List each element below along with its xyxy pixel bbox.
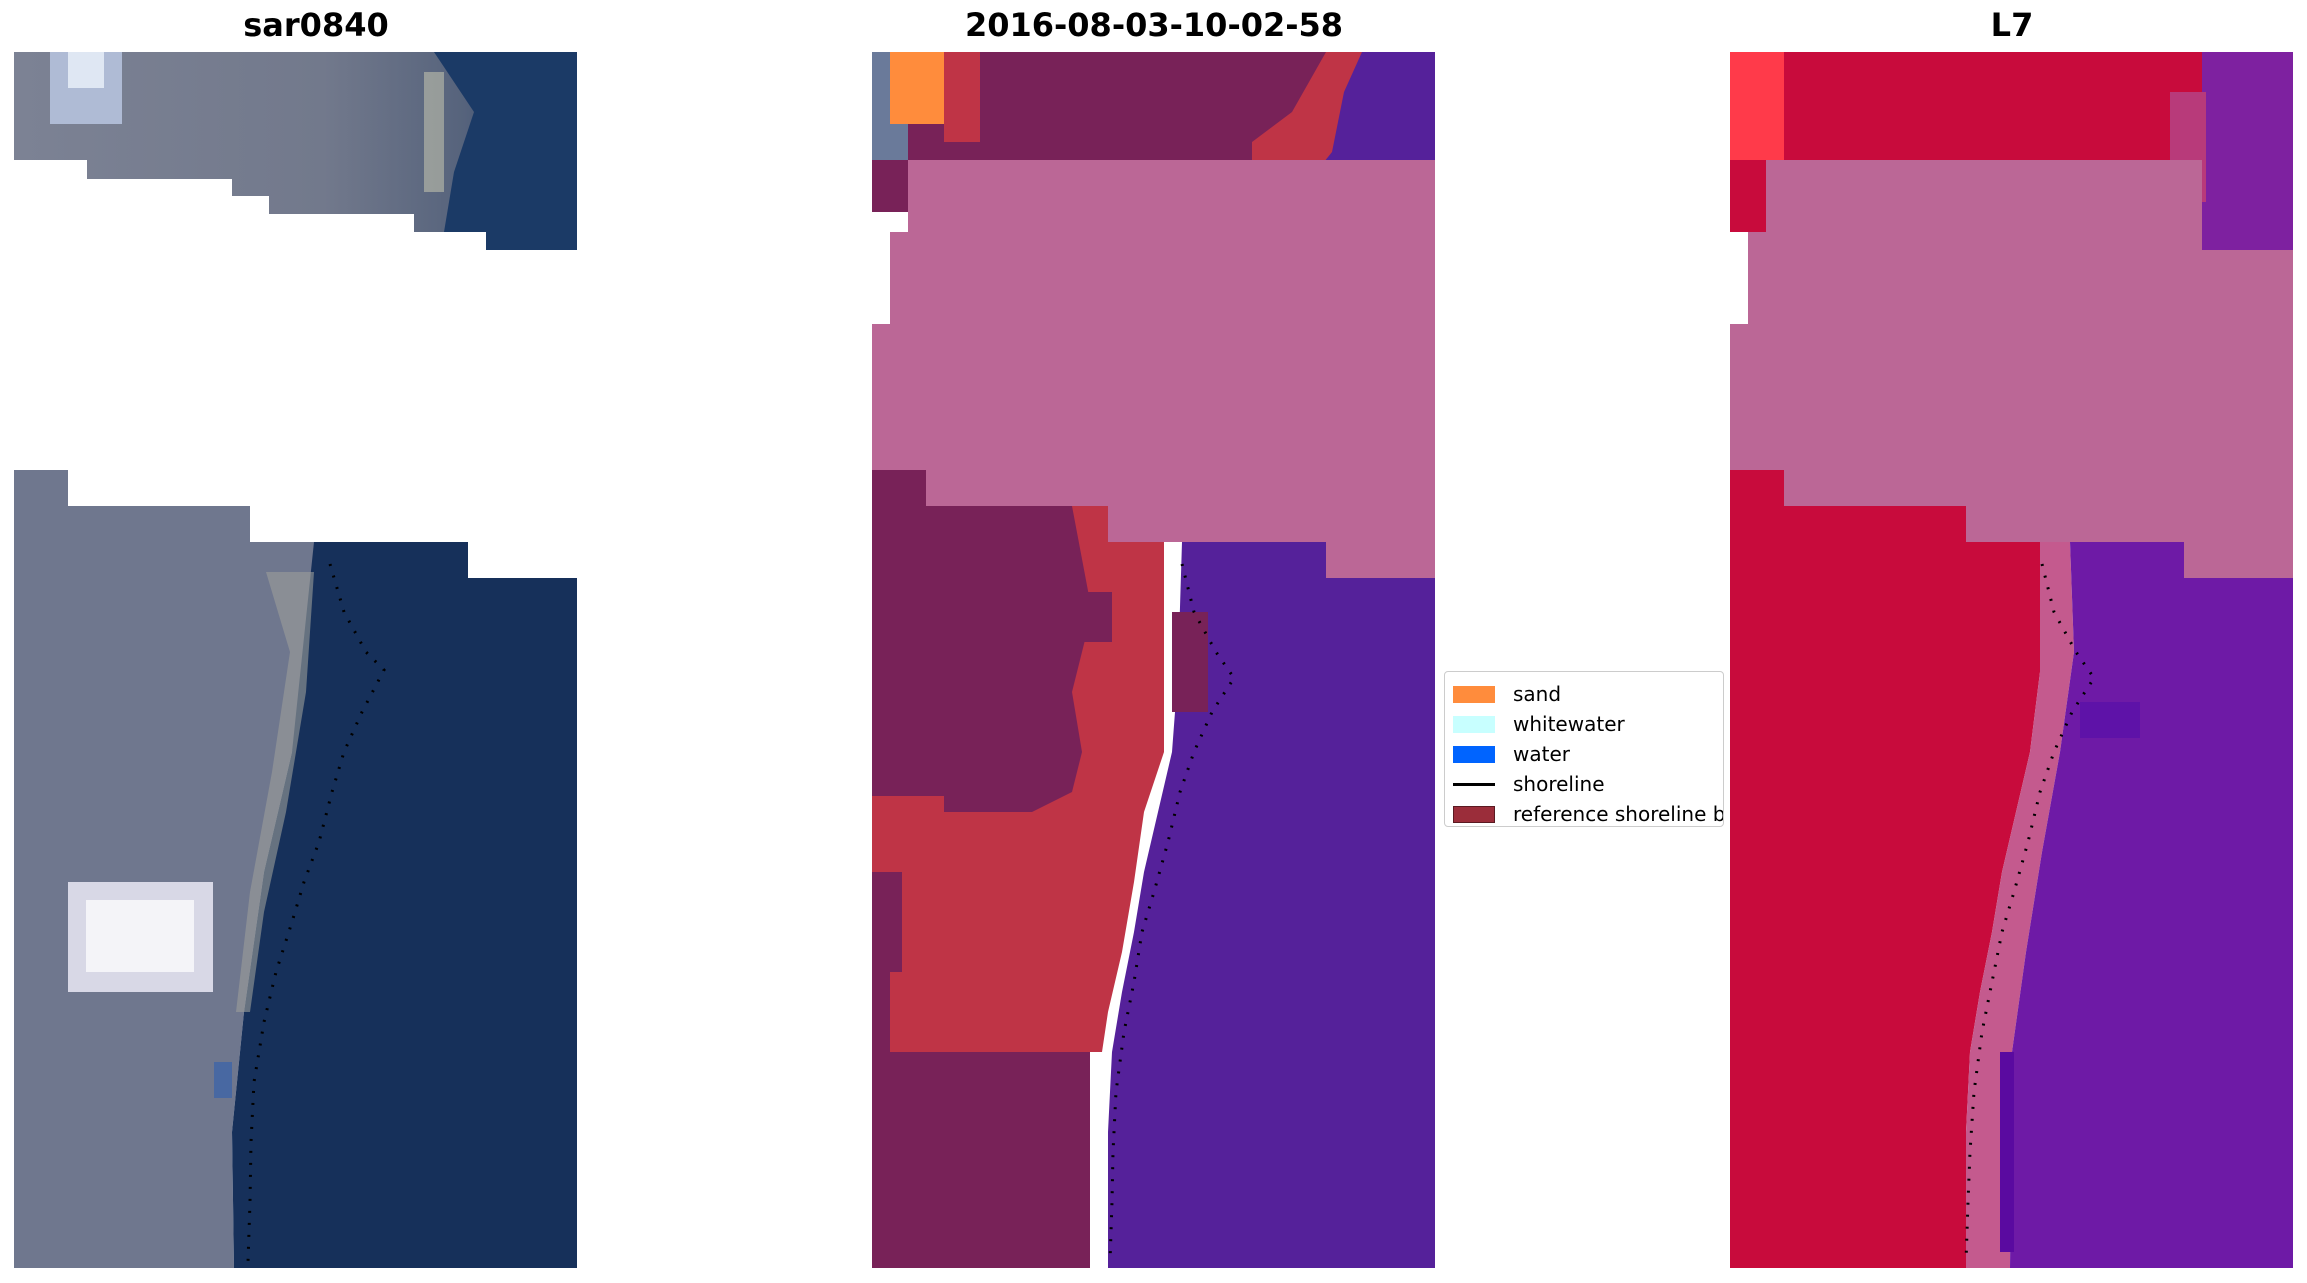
panel-title-false-color: L7 [1990, 6, 2034, 44]
reference-buffer-swatch [1453, 805, 1495, 823]
fc-transition [1966, 542, 2074, 1268]
legend-label: sand [1513, 682, 1562, 706]
rgb-land [14, 470, 314, 1268]
fc-cloud-mask [1730, 160, 2293, 578]
fc-land [1730, 470, 2040, 1268]
sand-swatch [1453, 685, 1495, 703]
rgb-image-panel [14, 52, 577, 1268]
classified-image [872, 52, 1435, 1268]
legend-label: whitewater [1513, 712, 1625, 736]
water-swatch [1453, 745, 1495, 763]
legend-label: shoreline [1513, 772, 1605, 796]
shoreline-line-swatch [1453, 782, 1495, 786]
legend-item-sand: sand [1453, 681, 1561, 707]
rgb-top-sea [434, 52, 577, 250]
legend-item-reference-shoreline-buffer: reference shoreline b [1453, 801, 1724, 826]
legend-item-whitewater: whitewater [1453, 711, 1625, 737]
rgb-image [14, 52, 577, 1268]
legend: sand whitewater water shoreline referenc… [1444, 671, 1724, 827]
false-color-image-panel [1730, 52, 2293, 1268]
class-cloud-mask [872, 160, 1435, 578]
classified-image-panel [872, 52, 1435, 1268]
legend-item-shoreline: shoreline [1453, 771, 1605, 797]
whitewater-swatch [1453, 715, 1495, 733]
panel-title-classified: 2016-08-03-10-02-58 [964, 6, 1344, 44]
legend-label: reference shoreline b [1513, 802, 1724, 826]
panel-title-rgb: sar0840 [243, 6, 389, 44]
class-water [1108, 542, 1435, 1268]
rgb-shoreline [246, 563, 386, 1263]
legend-label: water [1513, 742, 1570, 766]
legend-item-water: water [1453, 741, 1570, 767]
rgb-beach [236, 572, 314, 1012]
rgb-sea [232, 542, 577, 1268]
class-sand-patch [890, 52, 944, 124]
class-buffer [872, 506, 1164, 1052]
false-color-image [1730, 52, 2293, 1268]
